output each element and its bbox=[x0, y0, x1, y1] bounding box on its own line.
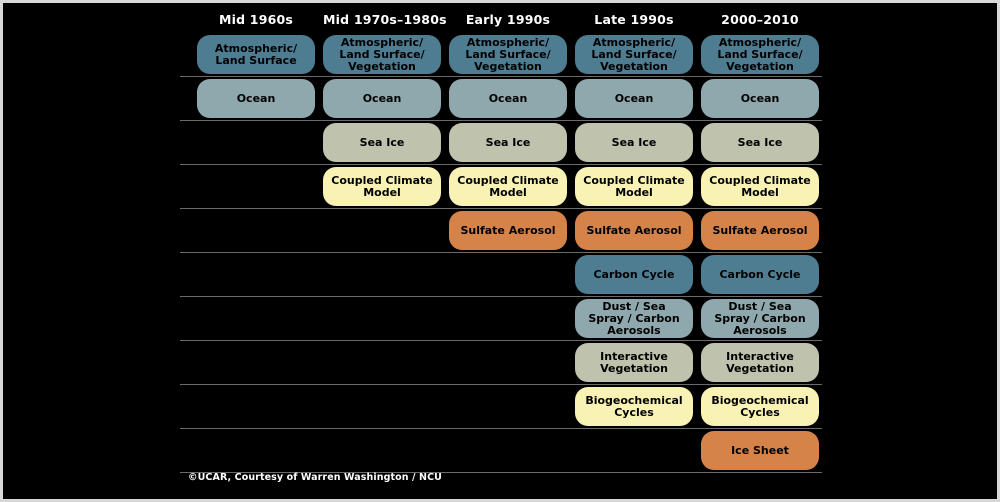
row-ocean: Ocean Ocean Ocean Ocean Ocean bbox=[3, 79, 997, 123]
box-dust-aerosols-col5: Dust / Sea Spray / Carbon Aerosols bbox=[701, 299, 819, 338]
row-atmosphere: Atmospheric/ Land Surface Atmospheric/ L… bbox=[3, 35, 997, 79]
box-sea-ice-col5: Sea Ice bbox=[701, 123, 819, 162]
separator-line bbox=[180, 120, 822, 121]
box-ocean-col5: Ocean bbox=[701, 79, 819, 118]
separator-line bbox=[180, 340, 822, 341]
separator-line bbox=[180, 296, 822, 297]
separator-line bbox=[180, 384, 822, 385]
box-ocean-col2: Ocean bbox=[323, 79, 441, 118]
column-header-early-1990s: Early 1990s bbox=[465, 12, 551, 27]
row-interactive-vegetation: Interactive Vegetation Interactive Veget… bbox=[3, 343, 997, 387]
box-biogeochemical-cycles-col4: Biogeochemical Cycles bbox=[575, 387, 693, 426]
box-atmosphere-col4: Atmospheric/ Land Surface/ Vegetation bbox=[575, 35, 693, 74]
separator-line bbox=[180, 208, 822, 209]
box-interactive-vegetation-col5: Interactive Vegetation bbox=[701, 343, 819, 382]
box-coupled-climate-model-col2: Coupled Climate Model bbox=[323, 167, 441, 206]
box-atmosphere-col2: Atmospheric/ Land Surface/ Vegetation bbox=[323, 35, 441, 74]
box-ocean-col4: Ocean bbox=[575, 79, 693, 118]
row-carbon-cycle: Carbon Cycle Carbon Cycle bbox=[3, 255, 997, 299]
box-sulfate-aerosol-col4: Sulfate Aerosol bbox=[575, 211, 693, 250]
row-ice-sheet: Ice Sheet bbox=[3, 431, 997, 475]
column-header-2000-2010: 2000–2010 bbox=[721, 12, 799, 27]
box-coupled-climate-model-col5: Coupled Climate Model bbox=[701, 167, 819, 206]
component-grid: Atmospheric/ Land Surface Atmospheric/ L… bbox=[3, 35, 997, 475]
box-sea-ice-col2: Sea Ice bbox=[323, 123, 441, 162]
row-sea-ice: Sea Ice Sea Ice Sea Ice Sea Ice bbox=[3, 123, 997, 167]
footer-credit: ©UCAR, Courtesy of Warren Washington / N… bbox=[188, 472, 442, 483]
column-header-mid-1960s: Mid 1960s bbox=[218, 12, 294, 27]
box-carbon-cycle-col4: Carbon Cycle bbox=[575, 255, 693, 294]
separator-line bbox=[180, 164, 822, 165]
box-coupled-climate-model-col3: Coupled Climate Model bbox=[449, 167, 567, 206]
row-biogeochemical-cycles: Biogeochemical Cycles Biogeochemical Cyc… bbox=[3, 387, 997, 431]
box-interactive-vegetation-col4: Interactive Vegetation bbox=[575, 343, 693, 382]
row-sulfate-aerosol: Sulfate Aerosol Sulfate Aerosol Sulfate … bbox=[3, 211, 997, 255]
box-sea-ice-col4: Sea Ice bbox=[575, 123, 693, 162]
box-dust-aerosols-col4: Dust / Sea Spray / Carbon Aerosols bbox=[575, 299, 693, 338]
row-coupled-climate-model: Coupled Climate Model Coupled Climate Mo… bbox=[3, 167, 997, 211]
column-header-mid-1970s-1980s: Mid 1970s–1980s bbox=[323, 12, 447, 27]
box-atmosphere-col3: Atmospheric/ Land Surface/ Vegetation bbox=[449, 35, 567, 74]
separator-line bbox=[180, 252, 822, 253]
box-atmosphere-col5: Atmospheric/ Land Surface/ Vegetation bbox=[701, 35, 819, 74]
column-header-late-1990s: Late 1990s bbox=[594, 12, 674, 27]
box-sea-ice-col3: Sea Ice bbox=[449, 123, 567, 162]
row-dust-sea-spray-carbon-aerosols: Dust / Sea Spray / Carbon Aerosols Dust … bbox=[3, 299, 997, 343]
separator-line bbox=[180, 472, 822, 473]
separator-line bbox=[180, 76, 822, 77]
box-biogeochemical-cycles-col5: Biogeochemical Cycles bbox=[701, 387, 819, 426]
box-ocean-col3: Ocean bbox=[449, 79, 567, 118]
separator-line bbox=[180, 428, 822, 429]
column-headers: Mid 1960s Mid 1970s–1980s Early 1990s La… bbox=[197, 12, 819, 27]
box-ocean-col1: Ocean bbox=[197, 79, 315, 118]
box-atmosphere-col1: Atmospheric/ Land Surface bbox=[197, 35, 315, 74]
box-ice-sheet-col5: Ice Sheet bbox=[701, 431, 819, 470]
box-carbon-cycle-col5: Carbon Cycle bbox=[701, 255, 819, 294]
box-sulfate-aerosol-col3: Sulfate Aerosol bbox=[449, 211, 567, 250]
box-coupled-climate-model-col4: Coupled Climate Model bbox=[575, 167, 693, 206]
box-sulfate-aerosol-col5: Sulfate Aerosol bbox=[701, 211, 819, 250]
